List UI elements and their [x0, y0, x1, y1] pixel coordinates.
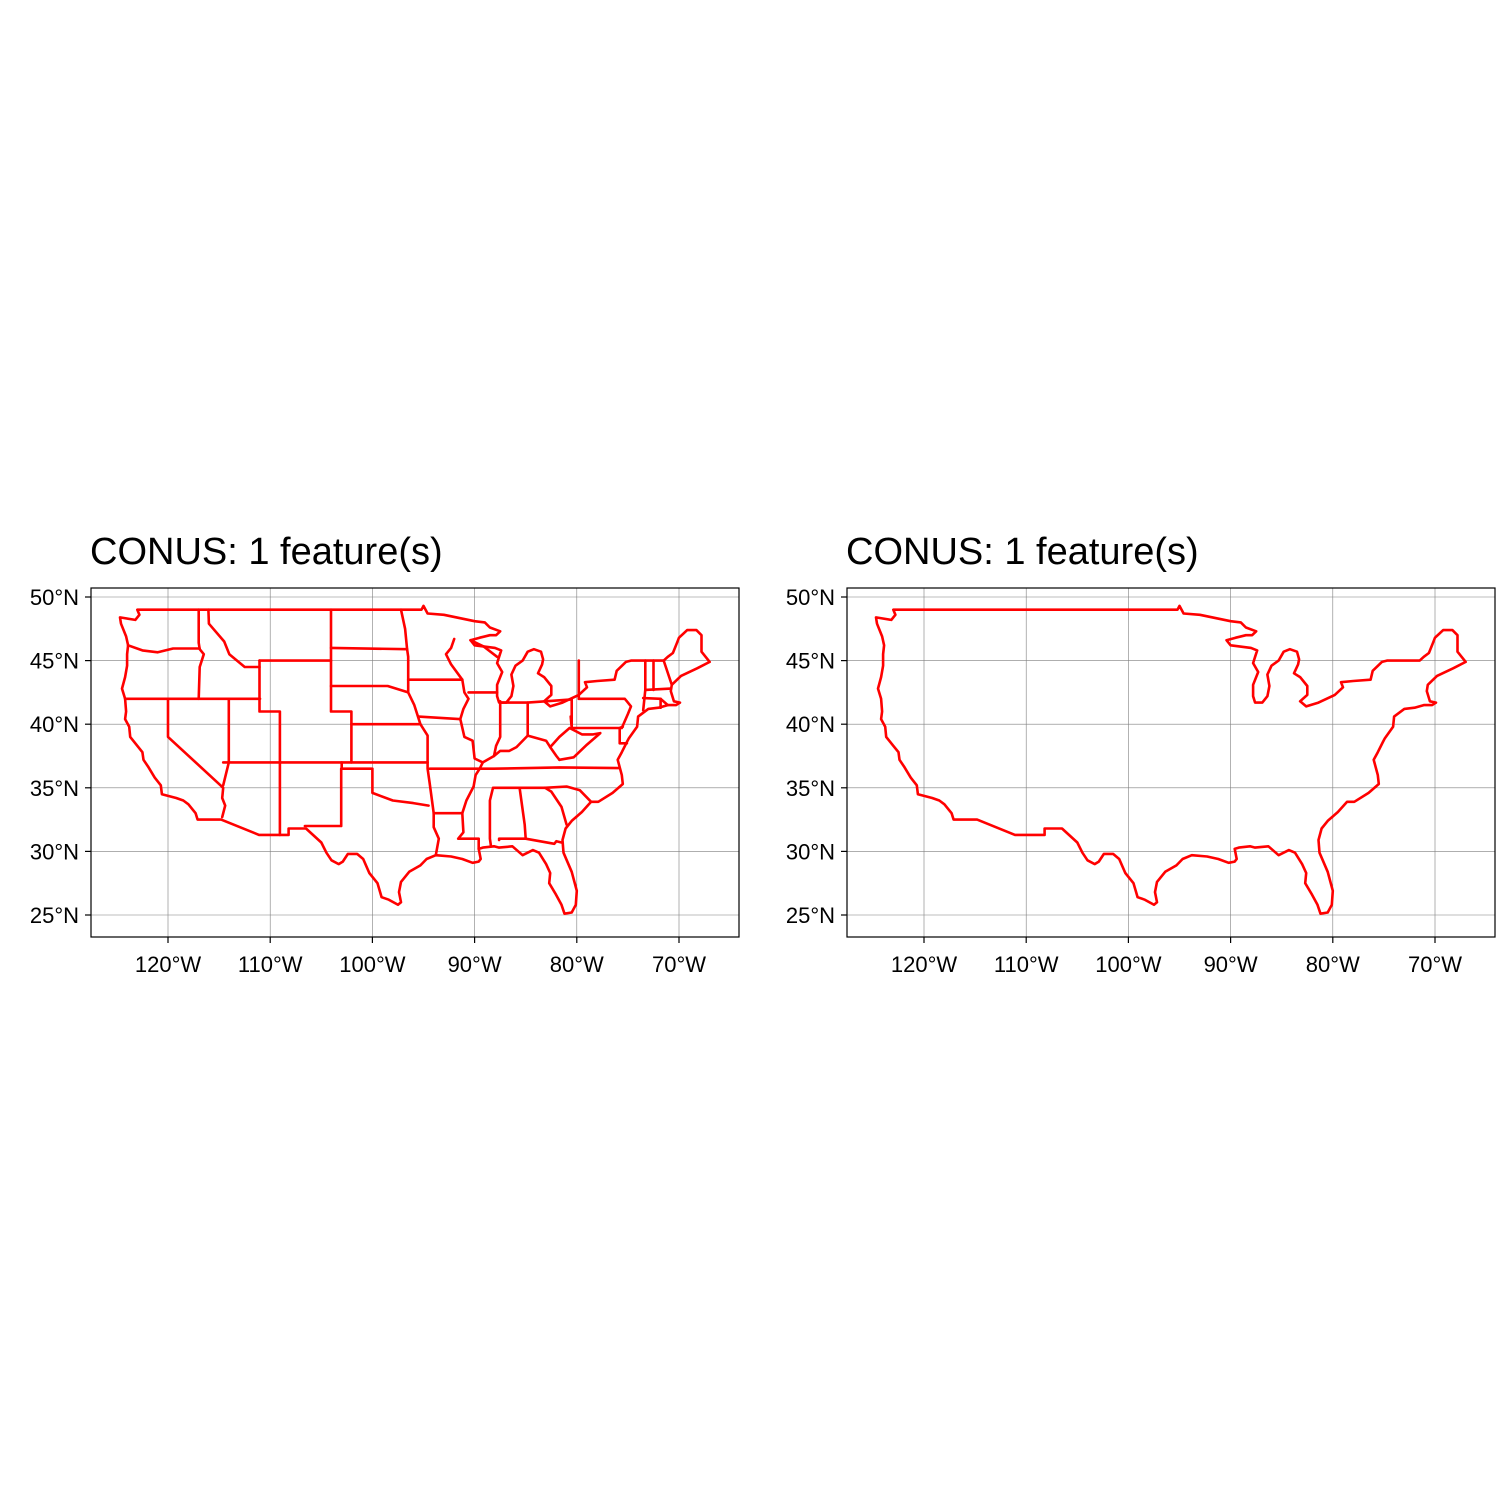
lon-label-100w-right: 100°W	[1095, 952, 1162, 977]
lat-label-40n-left: 40°N	[30, 712, 79, 737]
lat-label-50n-left: 50°N	[30, 585, 79, 610]
longitude-labels-right: 120°W 110°W 100°W 90°W 80°W 70°W	[891, 952, 1462, 977]
state-border-19	[444, 637, 485, 851]
lon-label-90w-left: 90°W	[448, 952, 502, 977]
lat-label-45n-right: 45°N	[786, 649, 835, 674]
panel-title-right: CONUS: 1 feature(s)	[846, 531, 1199, 573]
state-border-30	[570, 725, 625, 730]
map-frame-left	[90, 587, 740, 938]
state-border-27	[481, 734, 561, 764]
state-border-34	[488, 786, 495, 848]
lat-label-50n-right: 50°N	[786, 585, 835, 610]
map-panel-left: CONUS: 1 feature(s) 25°N 30°N 35°N 40°N 45°N…	[30, 531, 740, 977]
latitude-labels-left: 25°N 30°N 35°N 40°N 45°N 50°N	[30, 585, 79, 928]
state-border-24	[492, 700, 502, 758]
state-border-20	[428, 766, 620, 770]
state-border-15	[303, 767, 343, 828]
lon-label-110w-right: 110°W	[994, 952, 1059, 977]
lon-label-80w-right: 80°W	[1306, 952, 1360, 977]
conus-outline-left	[118, 604, 711, 915]
state-border-33	[492, 785, 593, 804]
state-border-3	[126, 644, 201, 654]
state-border-2	[166, 697, 227, 819]
state-border-28	[569, 697, 573, 730]
state-borders-left	[123, 608, 674, 857]
state-border-18	[417, 715, 461, 721]
lat-label-40n-right: 40°N	[786, 712, 835, 737]
state-border-9	[329, 608, 353, 764]
map-frame-right	[846, 587, 1496, 938]
lat-label-35n-left: 35°N	[30, 776, 79, 801]
state-border-40	[662, 659, 674, 687]
state-border-36	[524, 837, 563, 846]
longitude-labels-left: 120°W 110°W 100°W 90°W 80°W 70°W	[135, 952, 706, 977]
state-border-32	[618, 726, 629, 745]
lon-label-120w-right: 120°W	[891, 952, 958, 977]
lon-label-70w-left: 70°W	[652, 952, 706, 977]
state-border-31	[577, 697, 633, 730]
lon-label-120w-left: 120°W	[135, 952, 202, 977]
lat-label-30n-right: 30°N	[786, 839, 835, 864]
state-border-10	[207, 608, 261, 669]
state-border-12	[329, 684, 410, 694]
state-border-43	[644, 687, 673, 692]
lon-label-110w-left: 110°W	[238, 952, 303, 977]
lon-label-80w-left: 80°W	[550, 952, 604, 977]
latitude-labels-right: 25°N 30°N 35°N 40°N 45°N 50°N	[786, 585, 835, 928]
lat-label-30n-left: 30°N	[30, 839, 79, 864]
state-border-11	[329, 646, 409, 651]
panel-title-left: CONUS: 1 feature(s)	[90, 531, 443, 573]
conus-outline-right	[874, 604, 1467, 915]
state-border-5	[258, 659, 282, 837]
lon-label-70w-right: 70°W	[1408, 952, 1462, 977]
state-border-16	[399, 608, 441, 857]
lat-label-25n-right: 25°N	[786, 903, 835, 928]
state-border-29	[548, 726, 602, 762]
state-border-0	[197, 608, 206, 701]
lon-label-90w-right: 90°W	[1204, 952, 1258, 977]
map-panel-right: CONUS: 1 feature(s) 25°N 30°N 35°N 40°N 45°N…	[786, 531, 1496, 977]
lat-label-25n-left: 25°N	[30, 903, 79, 928]
state-border-7	[221, 761, 231, 787]
lon-label-100w-left: 100°W	[339, 952, 406, 977]
state-border-37	[543, 786, 568, 826]
lat-label-45n-left: 45°N	[30, 649, 79, 674]
lat-label-35n-right: 35°N	[786, 776, 835, 801]
